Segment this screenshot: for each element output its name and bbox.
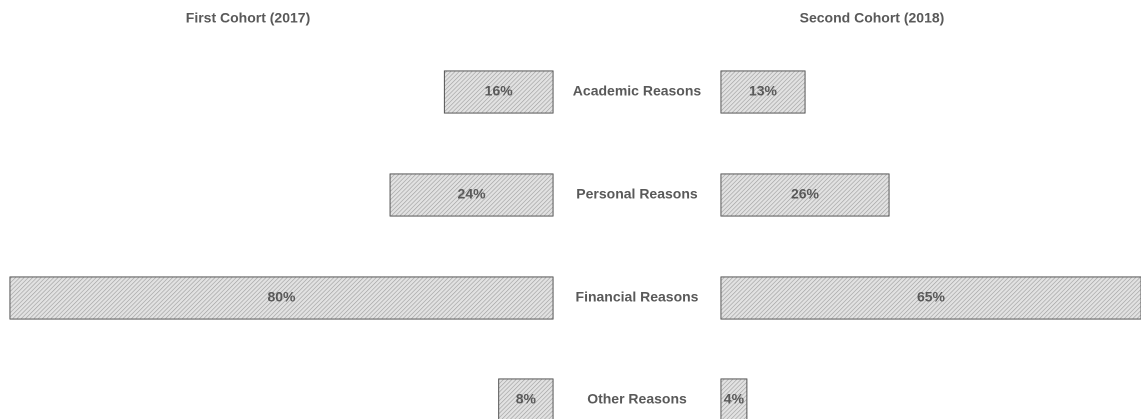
category-label: Other Reasons — [587, 391, 687, 407]
bar — [9, 276, 554, 320]
category-label: Personal Reasons — [576, 186, 698, 202]
category-label: Financial Reasons — [576, 289, 699, 305]
value-label: 4% — [724, 391, 745, 407]
value-label: 16% — [485, 83, 514, 99]
value-label: 24% — [458, 186, 487, 202]
bar-tint — [721, 174, 889, 216]
value-label: 13% — [749, 83, 778, 99]
right-panel-title: Second Cohort (2018) — [800, 10, 945, 26]
bar — [389, 173, 554, 217]
value-label: 26% — [791, 186, 820, 202]
bar — [443, 70, 554, 114]
bar — [720, 378, 748, 419]
bar-tint — [390, 174, 553, 216]
category-label: Academic Reasons — [573, 83, 702, 99]
bar-tint — [721, 71, 805, 113]
bar-tint — [444, 71, 553, 113]
bar — [720, 70, 806, 114]
bar-tint — [721, 379, 747, 419]
bar-tint — [721, 277, 1141, 319]
value-label: 80% — [267, 289, 296, 305]
value-label: 8% — [516, 391, 537, 407]
bar — [720, 173, 890, 217]
bar-tint — [498, 379, 553, 419]
bar — [720, 276, 1141, 320]
bar-tint — [10, 277, 553, 319]
bar — [498, 378, 554, 419]
left-panel-title: First Cohort (2017) — [186, 10, 310, 26]
value-label: 65% — [917, 289, 946, 305]
